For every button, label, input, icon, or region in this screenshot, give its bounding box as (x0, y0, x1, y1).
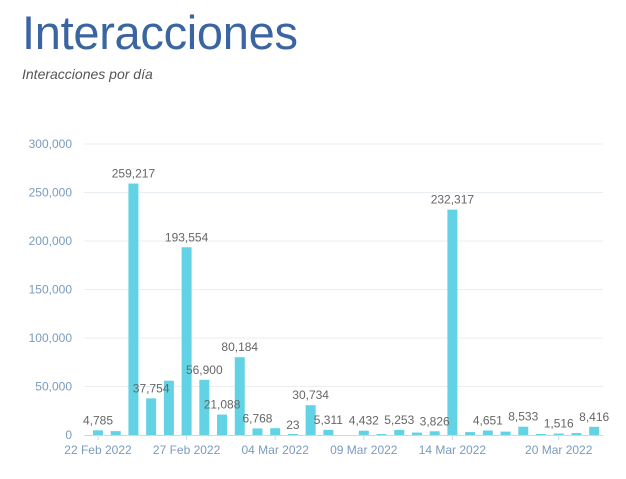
y-tick-label: 200,000 (29, 234, 73, 248)
bar[interactable] (465, 432, 476, 435)
bar[interactable] (199, 379, 210, 435)
bar[interactable] (518, 426, 529, 435)
data-label: 6,768 (242, 411, 272, 425)
y-axis: 0 50,000 100,000 150,000 200,000 250,000 300,0… (29, 137, 73, 442)
data-labels: 4,785 259,217 37,754 193,554 56,900 21,088 80,… (83, 167, 610, 432)
bar[interactable] (500, 431, 511, 435)
data-label: 193,554 (165, 230, 209, 244)
data-label: 8,533 (508, 410, 538, 424)
bar[interactable] (252, 428, 263, 435)
x-tick-label: 14 Mar 2022 (419, 443, 487, 457)
page-subtitle: Interacciones por día (22, 66, 153, 82)
bar[interactable] (536, 434, 546, 435)
bar[interactable] (482, 430, 493, 435)
y-tick-label: 300,000 (29, 137, 73, 151)
x-axis: 22 Feb 2022 27 Feb 2022 04 Mar 2022 09 Mar … (64, 435, 603, 457)
data-label: 80,184 (221, 340, 258, 354)
data-label: 37,754 (133, 381, 170, 395)
data-label: 4,432 (349, 414, 379, 428)
x-tick-label: 22 Feb 2022 (64, 443, 132, 457)
x-tick-label: 27 Feb 2022 (153, 443, 221, 457)
data-label: 4,651 (473, 413, 503, 427)
bar[interactable] (128, 183, 139, 435)
data-label: 1,516 (544, 417, 574, 431)
y-tick-label: 100,000 (29, 331, 73, 345)
bar[interactable] (305, 405, 316, 435)
x-tick-label: 09 Mar 2022 (330, 443, 398, 457)
y-tick-label: 50,000 (35, 380, 72, 394)
data-label: 8,416 (579, 410, 609, 424)
data-label: 232,317 (431, 193, 475, 207)
data-label: 4,785 (83, 413, 113, 427)
bars (93, 183, 600, 435)
y-tick-label: 0 (65, 428, 72, 442)
bar[interactable] (376, 434, 387, 435)
data-label: 56,900 (186, 363, 223, 377)
data-label: 3,826 (420, 414, 450, 428)
data-label: 5,253 (384, 413, 414, 427)
bar[interactable] (270, 428, 281, 435)
bar[interactable] (589, 426, 600, 435)
bar[interactable] (146, 398, 157, 435)
page-title: Interacciones (22, 6, 298, 59)
y-tick-label: 250,000 (29, 186, 73, 200)
data-label: 5,311 (314, 413, 343, 427)
x-tick-label: 04 Mar 2022 (242, 443, 310, 457)
bar[interactable] (447, 209, 458, 435)
bar[interactable] (93, 430, 103, 435)
bar[interactable] (217, 414, 228, 435)
bar[interactable] (181, 247, 192, 435)
bar[interactable] (411, 432, 422, 435)
bar[interactable] (323, 429, 334, 435)
bar[interactable] (571, 433, 582, 435)
bar[interactable] (163, 380, 174, 435)
data-label: 23 (286, 418, 300, 432)
bar[interactable] (287, 434, 298, 435)
bar[interactable] (553, 433, 564, 435)
x-tick-label: 20 Mar 2022 (525, 443, 593, 457)
data-label: 21,088 (204, 398, 241, 412)
bar[interactable] (394, 429, 405, 435)
bar[interactable] (358, 430, 369, 435)
bar[interactable] (234, 357, 245, 435)
data-label: 30,734 (292, 388, 329, 402)
bar[interactable] (110, 431, 121, 435)
data-label: 259,217 (112, 167, 156, 181)
grid-layer (84, 143, 603, 387)
y-tick-label: 150,000 (29, 283, 73, 297)
bar[interactable] (429, 431, 440, 435)
